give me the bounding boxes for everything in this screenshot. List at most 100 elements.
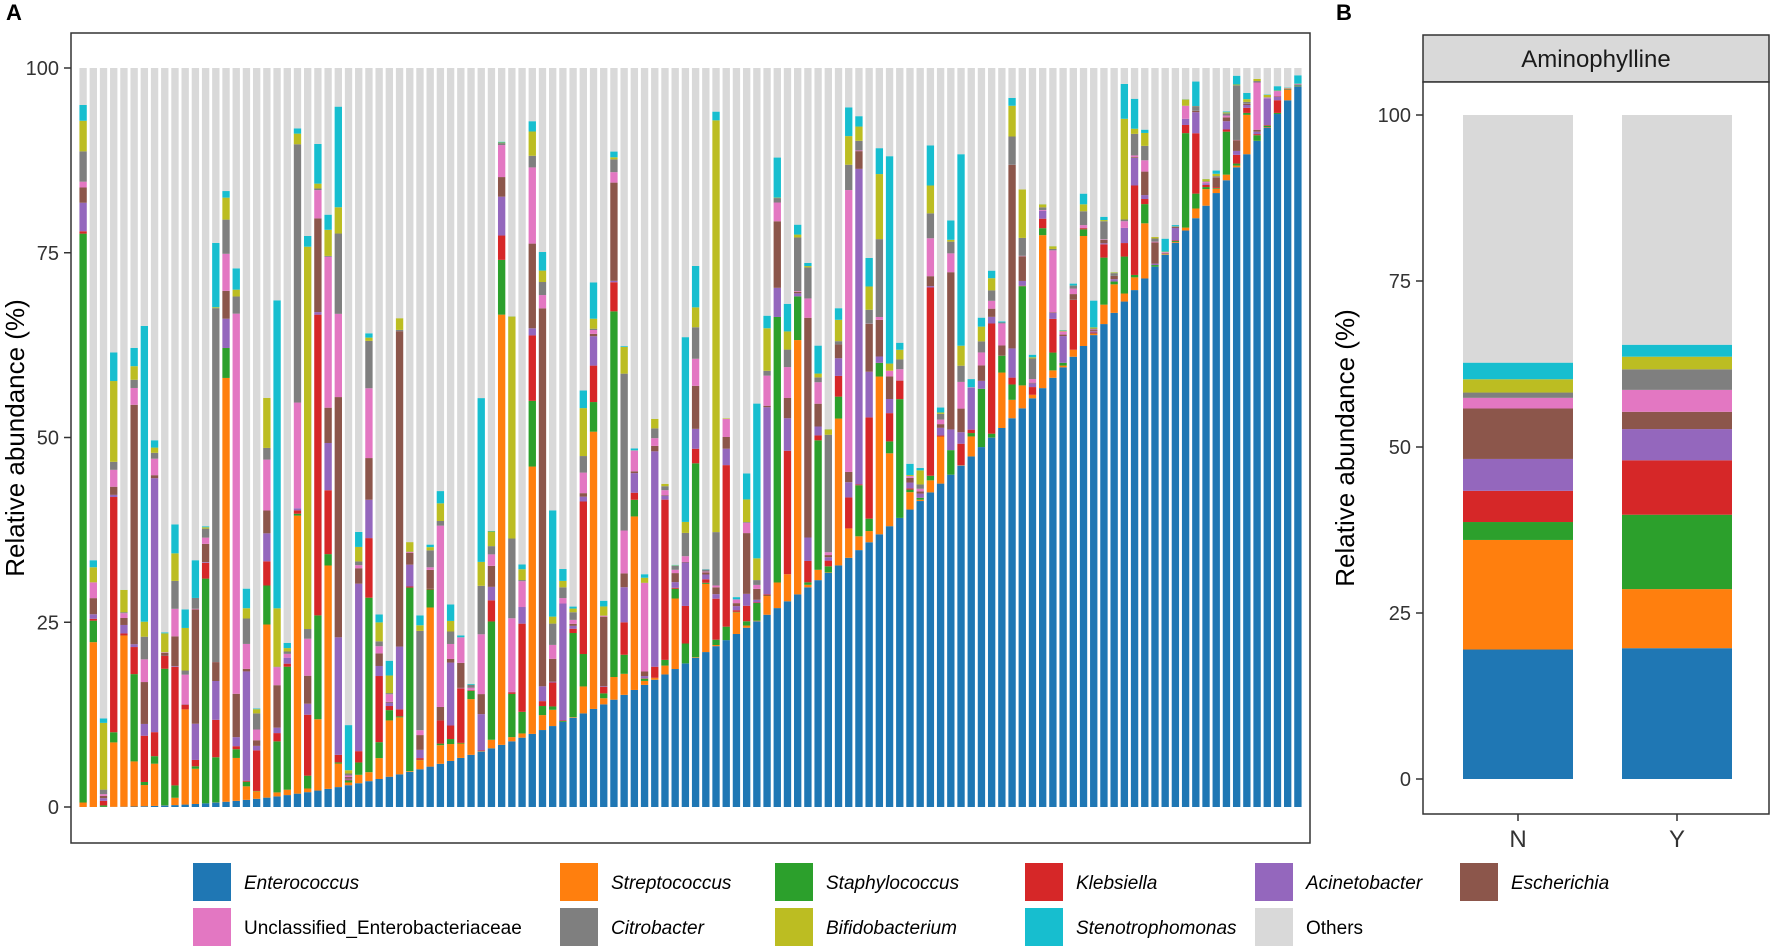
bar-segment-sample-77-enterococcus xyxy=(855,550,863,807)
bar-segment-sample-19-staphylococcus xyxy=(263,585,271,625)
bar-segment-sample-109-streptococcus xyxy=(1181,227,1190,231)
bar-segment-sample-26-others xyxy=(334,68,342,107)
bar-segment-sample-87-bifidobacterium xyxy=(957,345,965,366)
bar-segment-sample-51-citrobacter xyxy=(589,328,598,330)
bar-segment-sample-15-escherichia xyxy=(222,290,230,319)
bar-segment-sample-104-streptococcus xyxy=(1130,277,1139,291)
bar-segment-sample-15-stenotrophomonas xyxy=(222,191,230,198)
bar-segment-sample-69-unclassified_enterobacteriaceae xyxy=(773,202,781,222)
bar-segment-sample-1-acinetobacter xyxy=(79,202,87,232)
bar-segment-sample-89-acinetobacter xyxy=(977,380,986,389)
bar-segment-sample-26-klebsiella xyxy=(334,754,342,763)
bar-segment-sample-104-acinetobacter xyxy=(1130,157,1139,186)
bar-segment-sample-32-acinetobacter xyxy=(395,646,404,710)
bar-segment-sample-80-others xyxy=(885,68,894,157)
bar-segment-sample-83-streptococcus xyxy=(916,499,924,502)
bar-segment-sample-82-unclassified_enterobacteriaceae xyxy=(906,476,914,478)
bar-segment-sample-42-stenotrophomonas xyxy=(497,141,506,143)
bar-segment-sample-94-unclassified_enterobacteriaceae xyxy=(1028,379,1037,383)
bar-segment-sample-76-stenotrophomonas xyxy=(845,107,853,137)
bar-segment-sample-45-klebsiella xyxy=(528,335,536,401)
bar-segment-sample-55-streptococcus xyxy=(630,516,639,690)
bar-segment-sample-115-klebsiella xyxy=(1243,107,1251,113)
bar-segment-sample-85-bifidobacterium xyxy=(936,412,945,414)
bar-segment-sample-58-streptococcus xyxy=(661,665,669,675)
legend-label-streptococcus: Streptococcus xyxy=(611,873,732,894)
bar-segment-sample-101-staphylococcus xyxy=(1100,257,1108,305)
bar-segment-sample-101-streptococcus xyxy=(1100,304,1108,325)
bar-segment-sample-53-bifidobacterium xyxy=(610,157,618,160)
bar-segment-sample-108-streptococcus xyxy=(1171,241,1180,243)
bar-segment-sample-68-escherichia xyxy=(763,405,771,408)
bar-segment-sample-98-enterococcus xyxy=(1069,356,1077,807)
bar-segment-sample-28-enterococcus xyxy=(355,783,363,807)
panel-a-bars xyxy=(79,68,1302,808)
bar-segment-sample-57-enterococcus xyxy=(651,679,659,807)
bar-segment-sample-60-klebsiella xyxy=(681,605,690,644)
bar-segment-sample-100-enterococcus xyxy=(1090,335,1098,807)
bar-segment-sample-120-others xyxy=(1294,68,1302,76)
y-tick-label-25: 25 xyxy=(37,612,59,634)
bar-segment-sample-33-escherichia xyxy=(406,552,414,565)
bar-segment-sample-98-others xyxy=(1069,68,1077,284)
bar-segment-sample-118-unclassified_enterobacteriaceae xyxy=(1273,91,1282,97)
bar-segment-sample-105-acinetobacter xyxy=(1141,195,1149,200)
bar-segment-sample-54-bifidobacterium xyxy=(620,346,628,374)
bar-segment-sample-94-stenotrophomonas xyxy=(1028,354,1037,358)
bar-segment-sample-3-staphylococcus xyxy=(99,805,108,807)
bar-segment-sample-9-bifidobacterium xyxy=(161,633,169,653)
legend-label-stenotrophomonas: Stenotrophomonas xyxy=(1076,918,1237,939)
bar-segment-sample-19-streptococcus xyxy=(263,624,271,798)
bar-segment-sample-46-acinetobacter xyxy=(538,686,547,702)
bar-segment-sample-99-unclassified_enterobacteriaceae xyxy=(1079,225,1088,228)
bar-segment-sample-110-stenotrophomonas xyxy=(1192,81,1200,106)
bar-segment-sample-14-bifidobacterium xyxy=(212,307,220,309)
bar-segment-sample-11-stenotrophomonas xyxy=(181,609,189,628)
bar-segment-sample-37-citrobacter xyxy=(446,631,455,644)
bar-segment-sample-49-unclassified_enterobacteriaceae xyxy=(569,619,577,624)
bar-segment-sample-79-others xyxy=(875,68,884,149)
bar-segment-sample-77-citrobacter xyxy=(855,140,863,151)
bar-segment-sample-1-escherichia xyxy=(79,187,87,203)
bar-segment-sample-50-stenotrophomonas xyxy=(579,390,587,409)
bar-segment-sample-102-others xyxy=(1110,68,1118,273)
bar-segment-sample-87-klebsiella xyxy=(957,443,965,466)
bar-segment-sample-69-others xyxy=(773,68,781,158)
bar-segment-sample-83-escherichia xyxy=(916,491,924,494)
bar-segment-sample-24-klebsiella xyxy=(314,314,322,616)
bar-segment-sample-111-klebsiella xyxy=(1202,184,1210,188)
bar-segment-sample-119-streptococcus xyxy=(1284,89,1292,101)
bar-segment-sample-41-klebsiella xyxy=(487,600,496,622)
bar-segment-sample-73-escherichia xyxy=(814,403,822,427)
bar-segment-sample-85-klebsiella xyxy=(936,435,945,437)
bar-segment-sample-113-acinetobacter xyxy=(1222,121,1231,130)
bar-segment-sample-63-enterococcus xyxy=(712,646,720,807)
bar-segment-sample-4-streptococcus xyxy=(110,742,118,807)
bar-segment-sample-68-enterococcus xyxy=(763,614,771,807)
bar-segment-sample-46-streptococcus xyxy=(538,715,547,731)
bar-segment-sample-53-escherichia xyxy=(610,182,618,281)
bar-segment-sample-79-unclassified_enterobacteriaceae xyxy=(875,317,884,320)
bar-segment-sample-56-staphylococcus xyxy=(640,678,649,681)
bar-segment-sample-78-others xyxy=(865,68,873,258)
bar-segment-sample-43-enterococcus xyxy=(508,741,516,807)
bar-segment-sample-112-stenotrophomonas xyxy=(1212,170,1220,174)
bar-segment-sample-15-bifidobacterium xyxy=(222,197,230,220)
bar-segment-sample-27-staphylococcus xyxy=(344,780,353,783)
bar-segment-sample-68-bifidobacterium xyxy=(763,328,771,371)
bar-segment-sample-82-others xyxy=(906,68,914,464)
bar-segment-sample-46-escherichia xyxy=(538,308,547,687)
bar-segment-sample-85-escherichia xyxy=(936,424,945,428)
bar-segment-sample-66-klebsiella xyxy=(742,605,751,622)
bar-segment-sample-115-escherichia xyxy=(1243,103,1251,105)
bar-segment-sample-40-klebsiella xyxy=(477,750,485,752)
bar-segment-sample-20-others xyxy=(273,68,281,301)
bar-segment-sample-56-unclassified_enterobacteriaceae xyxy=(640,583,649,672)
bar-segment-sample-75-bifidobacterium xyxy=(834,319,843,342)
bar-segment-sample-59-klebsiella xyxy=(671,587,679,589)
bar-segment-sample-41-stenotrophomonas xyxy=(487,530,496,532)
bar-segment-sample-91-stenotrophomonas xyxy=(998,321,1006,323)
legend-label-staphylococcus: Staphylococcus xyxy=(826,873,960,894)
bar-segment-sample-106-citrobacter xyxy=(1151,238,1159,242)
bar-segment-sample-88-acinetobacter xyxy=(967,387,975,430)
